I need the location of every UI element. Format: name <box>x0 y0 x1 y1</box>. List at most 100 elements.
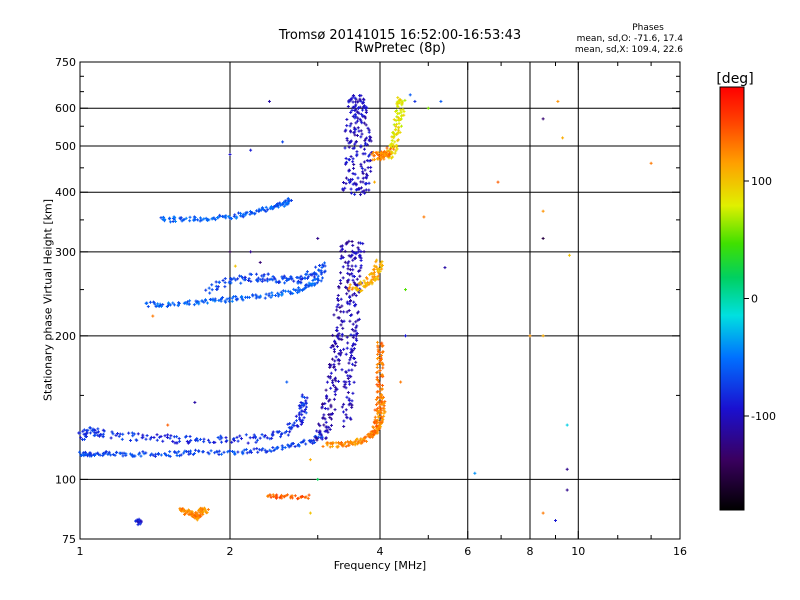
echo-point <box>314 272 318 276</box>
echo-point <box>356 442 360 446</box>
axis-ticks <box>79 61 681 540</box>
echo-point <box>378 405 382 409</box>
echo-point <box>282 494 286 498</box>
echo-point <box>279 203 283 207</box>
echo-point <box>173 216 177 220</box>
echo-point <box>256 276 260 280</box>
echo-point <box>359 256 363 260</box>
echo-point <box>364 111 368 115</box>
echo-point <box>129 438 133 442</box>
echo-point <box>363 435 367 439</box>
echo-point <box>364 123 368 127</box>
echo-point <box>178 454 182 458</box>
echo-point <box>330 412 334 416</box>
echo-point <box>375 390 379 394</box>
echo-point <box>347 398 351 402</box>
echo-point <box>346 376 350 380</box>
echo-point <box>376 157 380 161</box>
echo-point <box>361 242 365 246</box>
echo-point <box>364 182 368 186</box>
echo-point <box>323 264 327 268</box>
echo-point <box>371 429 375 433</box>
echo-point <box>84 452 88 456</box>
echo-point <box>359 250 363 254</box>
echo-point <box>368 137 372 141</box>
echo-point <box>231 450 235 454</box>
echo-point <box>203 507 207 511</box>
echo-point <box>227 299 231 303</box>
echo-point <box>337 286 341 290</box>
echo-point <box>259 208 263 212</box>
echo-point <box>380 361 384 365</box>
echo-point <box>318 429 322 433</box>
echo-point <box>565 423 569 427</box>
echo-point <box>161 216 165 220</box>
echo-point <box>306 275 310 279</box>
echo-point <box>91 429 95 433</box>
echo-point <box>236 277 240 281</box>
echo-point <box>197 302 201 306</box>
echo-point <box>333 385 337 389</box>
echo-point <box>304 405 308 409</box>
echo-point <box>286 493 290 497</box>
echo-point <box>389 147 393 151</box>
echo-point <box>345 241 349 245</box>
echo-point <box>230 217 234 221</box>
echo-point <box>298 288 302 292</box>
echo-point <box>391 131 395 135</box>
echo-point <box>315 437 319 441</box>
echo-point <box>155 433 159 437</box>
echo-point <box>179 453 183 457</box>
echo-point <box>367 154 371 158</box>
echo-point <box>175 435 179 439</box>
echo-point <box>300 413 304 417</box>
echo-point <box>350 272 354 276</box>
echo-point <box>116 432 120 436</box>
echo-point <box>349 191 353 195</box>
echo-point <box>395 109 399 113</box>
echo-point <box>337 337 341 341</box>
echo-point <box>328 398 332 402</box>
echo-point <box>347 239 351 243</box>
echo-point <box>193 400 197 404</box>
echo-point <box>351 293 355 297</box>
echo-point <box>247 277 251 281</box>
echo-point <box>159 453 163 457</box>
echo-point <box>368 280 372 284</box>
echo-point <box>347 141 351 145</box>
echo-point <box>139 454 143 458</box>
echo-point <box>257 207 261 211</box>
echo-point <box>394 149 398 153</box>
echo-point <box>354 294 358 298</box>
echo-point <box>332 397 336 401</box>
echo-point <box>378 368 382 372</box>
echo-point <box>342 442 346 446</box>
echo-point <box>199 509 203 513</box>
echo-point <box>369 139 373 143</box>
echo-point <box>372 264 376 268</box>
echo-point <box>303 395 307 399</box>
echo-point <box>382 414 386 418</box>
echo-point <box>385 146 389 150</box>
echo-point <box>403 334 407 338</box>
echo-point <box>151 453 155 457</box>
echo-point <box>104 450 108 454</box>
echo-point <box>283 281 287 285</box>
echo-point <box>565 467 569 471</box>
echo-point <box>324 436 328 440</box>
echo-point <box>341 326 345 330</box>
echo-point <box>292 279 296 283</box>
echo-point <box>358 117 362 121</box>
echo-point <box>394 119 398 123</box>
echo-point <box>244 211 248 215</box>
echo-point <box>351 335 355 339</box>
echo-point <box>81 429 85 433</box>
echo-point <box>649 161 653 165</box>
echo-point <box>93 431 97 435</box>
echo-point <box>164 453 168 457</box>
echo-point <box>281 277 285 281</box>
echo-point <box>342 310 346 314</box>
echo-point <box>320 276 324 280</box>
echo-point <box>352 300 356 304</box>
echo-point <box>378 270 382 274</box>
